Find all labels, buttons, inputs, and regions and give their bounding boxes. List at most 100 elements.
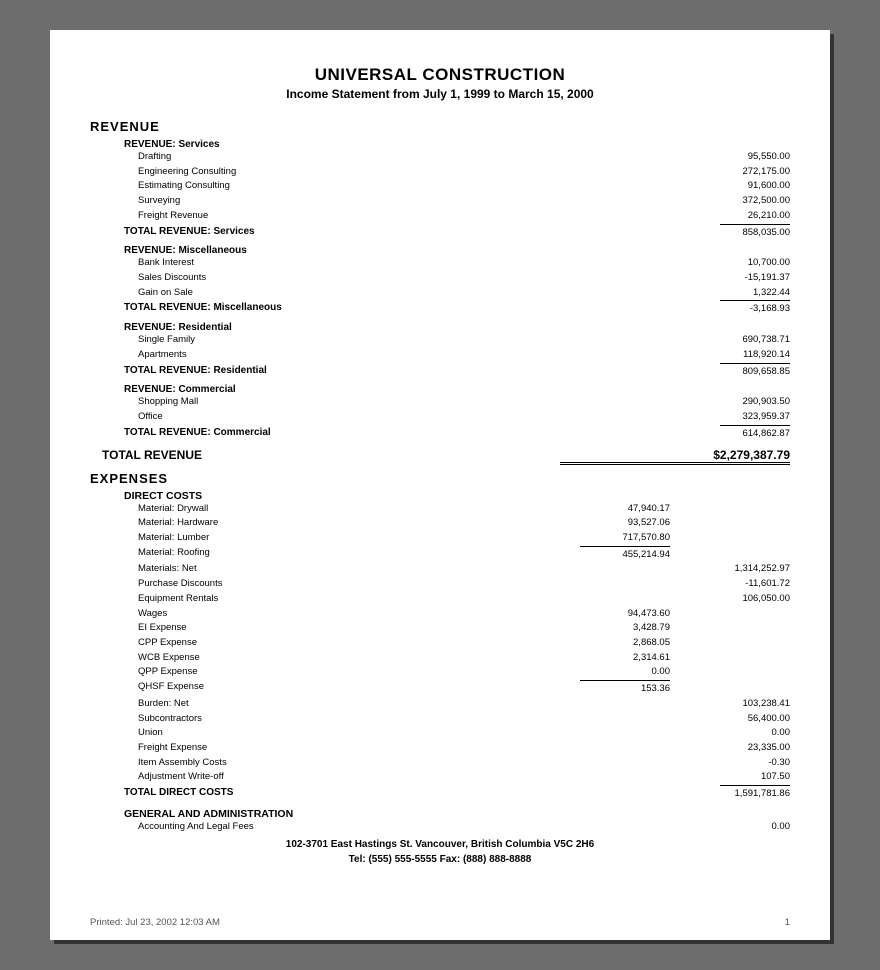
item-label: Materials: Net [138,562,197,577]
item-label: Wages [138,607,167,622]
item-value: 323,959.37 [560,410,790,425]
item-value: 2,314.61 [580,651,670,666]
subtotal-value: 809,658.85 [720,363,790,380]
item-value: 106,050.00 [670,592,790,607]
line-item: Bank Interest10,700.00 [90,256,790,271]
item-label: Single Family [138,333,195,348]
subtotal-value: 858,035.00 [720,224,790,241]
line-item: EI Expense 3,428.79 [90,621,790,636]
item-label: Material: Hardware [138,516,218,531]
line-item: Drafting95,550.00 [90,150,790,165]
item-value: 26,210.00 [560,209,790,224]
item-value: 118,920.14 [560,348,790,363]
line-item: Material: Lumber 717,570.80 [90,531,790,546]
item-value: 1,314,252.97 [670,562,790,577]
item-label: Material: Roofing [138,546,210,563]
revenue-residential-heading: REVENUE: Residential [124,322,790,333]
item-value: -0.30 [670,756,790,771]
item-value: 690,738.71 [560,333,790,348]
expenses-heading: EXPENSES [90,471,790,486]
line-item: Gain on Sale 1,322.44 [90,286,790,301]
item-label: Freight Expense [138,741,207,756]
item-value: 717,570.80 [580,531,670,546]
item-label: Subcontractors [138,712,202,727]
net-row: Materials: Net 1,314,252.97 [90,562,790,577]
item-value: 153.36 [580,680,670,697]
item-label: EI Expense [138,621,187,636]
item-value: 290,903.50 [560,395,790,410]
item-label: Gain on Sale [138,286,193,301]
line-item: Shopping Mall 290,903.50 [90,395,790,410]
item-label: Freight Revenue [138,209,208,224]
line-item: WCB Expense 2,314.61 [90,651,790,666]
item-value: -15,191.37 [560,271,790,286]
subtotal-label: TOTAL REVENUE: Services [124,224,255,241]
item-value: 1,322.44 [560,286,790,301]
item-value: 94,473.60 [580,607,670,622]
line-item: Office 323,959.37 [90,410,790,425]
item-value: 0.00 [580,665,670,680]
item-label: Engineering Consulting [138,165,236,180]
item-label: Purchase Discounts [138,577,222,592]
item-value: 3,428.79 [580,621,670,636]
item-value: 56,400.00 [670,712,790,727]
revenue-services-heading: REVENUE: Services [124,139,790,150]
item-label: Material: Lumber [138,531,209,546]
subtotal-value: -3,168.93 [720,300,790,317]
item-value: 95,550.00 [560,150,790,165]
line-item: Freight Expense23,335.00 [90,741,790,756]
subtotal-row: TOTAL DIRECT COSTS1,591,781.86 [90,785,790,802]
line-item: Estimating Consulting91,600.00 [90,179,790,194]
line-item: Material: Drywall47,940.17 [90,502,790,517]
revenue-heading: REVENUE [90,119,790,134]
item-value: 91,600.00 [560,179,790,194]
item-value: 103,238.41 [670,697,790,712]
item-value: 107.50 [670,770,790,785]
line-item: Surveying372,500.00 [90,194,790,209]
item-value: 0.00 [670,820,790,835]
line-item: Wages 94,473.60 [90,607,790,622]
total-revenue-value: $2,279,387.79 [560,448,790,465]
printed-timestamp: Printed: Jul 23, 2002 12:03 AM [90,917,220,928]
report-subtitle: Income Statement from July 1, 1999 to Ma… [90,87,790,101]
item-label: Item Assembly Costs [138,756,227,771]
revenue-misc-heading: REVENUE: Miscellaneous [124,245,790,256]
footer-bar: Printed: Jul 23, 2002 12:03 AM 1 [90,917,790,928]
item-label: Accounting And Legal Fees [138,820,254,835]
line-item: QHSF Expense 153.36 [90,680,790,697]
line-item: Subcontractors 56,400.00 [90,712,790,727]
item-label: Surveying [138,194,180,209]
item-value: 455,214.94 [580,546,670,563]
line-item: Material: Roofing 455,214.94 [90,546,790,563]
item-label: CPP Expense [138,636,197,651]
item-value: 93,527.06 [580,516,670,531]
net-row: Burden: Net103,238.41 [90,697,790,712]
line-item: Adjustment Write-off107.50 [90,770,790,785]
total-revenue-label: TOTAL REVENUE [102,448,202,465]
item-label: WCB Expense [138,651,200,666]
line-item: QPP Expense 0.00 [90,665,790,680]
total-revenue-row: TOTAL REVENUE $2,279,387.79 [90,448,790,465]
item-label: Shopping Mall [138,395,198,410]
item-value: 10,700.00 [560,256,790,271]
item-label: QPP Expense [138,665,198,680]
page-number: 1 [785,917,790,928]
item-label: Office [138,410,163,425]
item-value: 47,940.17 [580,502,670,517]
line-item: Purchase Discounts -11,601.72 [90,577,790,592]
subtotal-label: TOTAL REVENUE: Residential [124,363,267,380]
subtotal-label: TOTAL REVENUE: Miscellaneous [124,300,282,317]
line-item: Material: Hardware 93,527.06 [90,516,790,531]
line-item: Freight Revenue 26,210.00 [90,209,790,224]
item-value: 272,175.00 [560,165,790,180]
footer-address-2: Tel: (555) 555-5555 Fax: (888) 888-8888 [90,854,790,865]
subtotal-row: TOTAL REVENUE: Commercial614,862.87 [90,425,790,442]
footer-address-1: 102-3701 East Hastings St. Vancouver, Br… [90,839,790,850]
revenue-commercial-heading: REVENUE: Commercial [124,384,790,395]
subtotal-label: TOTAL DIRECT COSTS [124,785,233,802]
line-item: Engineering Consulting 272,175.00 [90,165,790,180]
item-label: QHSF Expense [138,680,204,697]
direct-costs-heading: DIRECT COSTS [124,490,790,502]
ga-heading: GENERAL AND ADMINISTRATION [124,808,790,820]
item-value: -11,601.72 [670,577,790,592]
